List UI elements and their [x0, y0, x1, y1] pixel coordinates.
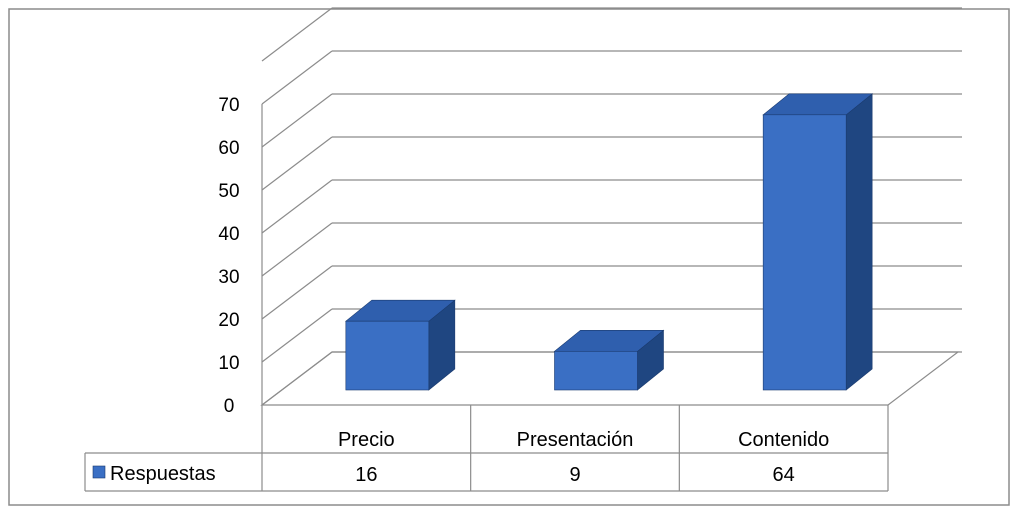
x-category-label: Contenido [738, 429, 829, 451]
table-value: 64 [773, 464, 795, 486]
y-tick-label: 20 [218, 310, 239, 331]
gridline-side [261, 265, 333, 320]
gridline-side [261, 7, 333, 62]
bar-side-face [845, 93, 873, 391]
table-row-label: Respuestas [110, 463, 216, 485]
bar-precio [344, 299, 456, 391]
bar-front-face [554, 350, 638, 391]
gridline-side [261, 136, 333, 191]
bar-contenido [762, 93, 874, 391]
bar-front-face [345, 320, 430, 391]
bar-front-face [762, 114, 847, 391]
gridline-side [261, 308, 333, 363]
bar-presentación [553, 329, 665, 391]
gridline-side [261, 351, 333, 406]
y-tick-label: 10 [218, 353, 239, 374]
y-tick-label: 0 [224, 396, 235, 417]
legend-key-icon [92, 465, 106, 479]
bars [344, 93, 874, 391]
data-table: Precio Presentación Contenido Respuestas 16 9… [84, 405, 889, 492]
y-tick-label: 60 [218, 138, 239, 159]
table-value: 9 [569, 464, 580, 486]
y-tick-label: 50 [218, 181, 239, 202]
gridline-side [261, 50, 333, 105]
gridline-side [261, 93, 333, 148]
table-value: 16 [355, 464, 377, 486]
y-tick-label: 70 [218, 95, 239, 116]
gridline-side [261, 222, 333, 277]
y-axis-ticks: 0 10 20 30 40 50 60 70 [218, 95, 239, 417]
gridline-side [261, 179, 333, 234]
x-category-label: Presentación [517, 429, 634, 451]
y-tick-label: 30 [218, 267, 239, 288]
x-category-label: Precio [338, 429, 395, 451]
y-tick-label: 40 [218, 224, 239, 245]
